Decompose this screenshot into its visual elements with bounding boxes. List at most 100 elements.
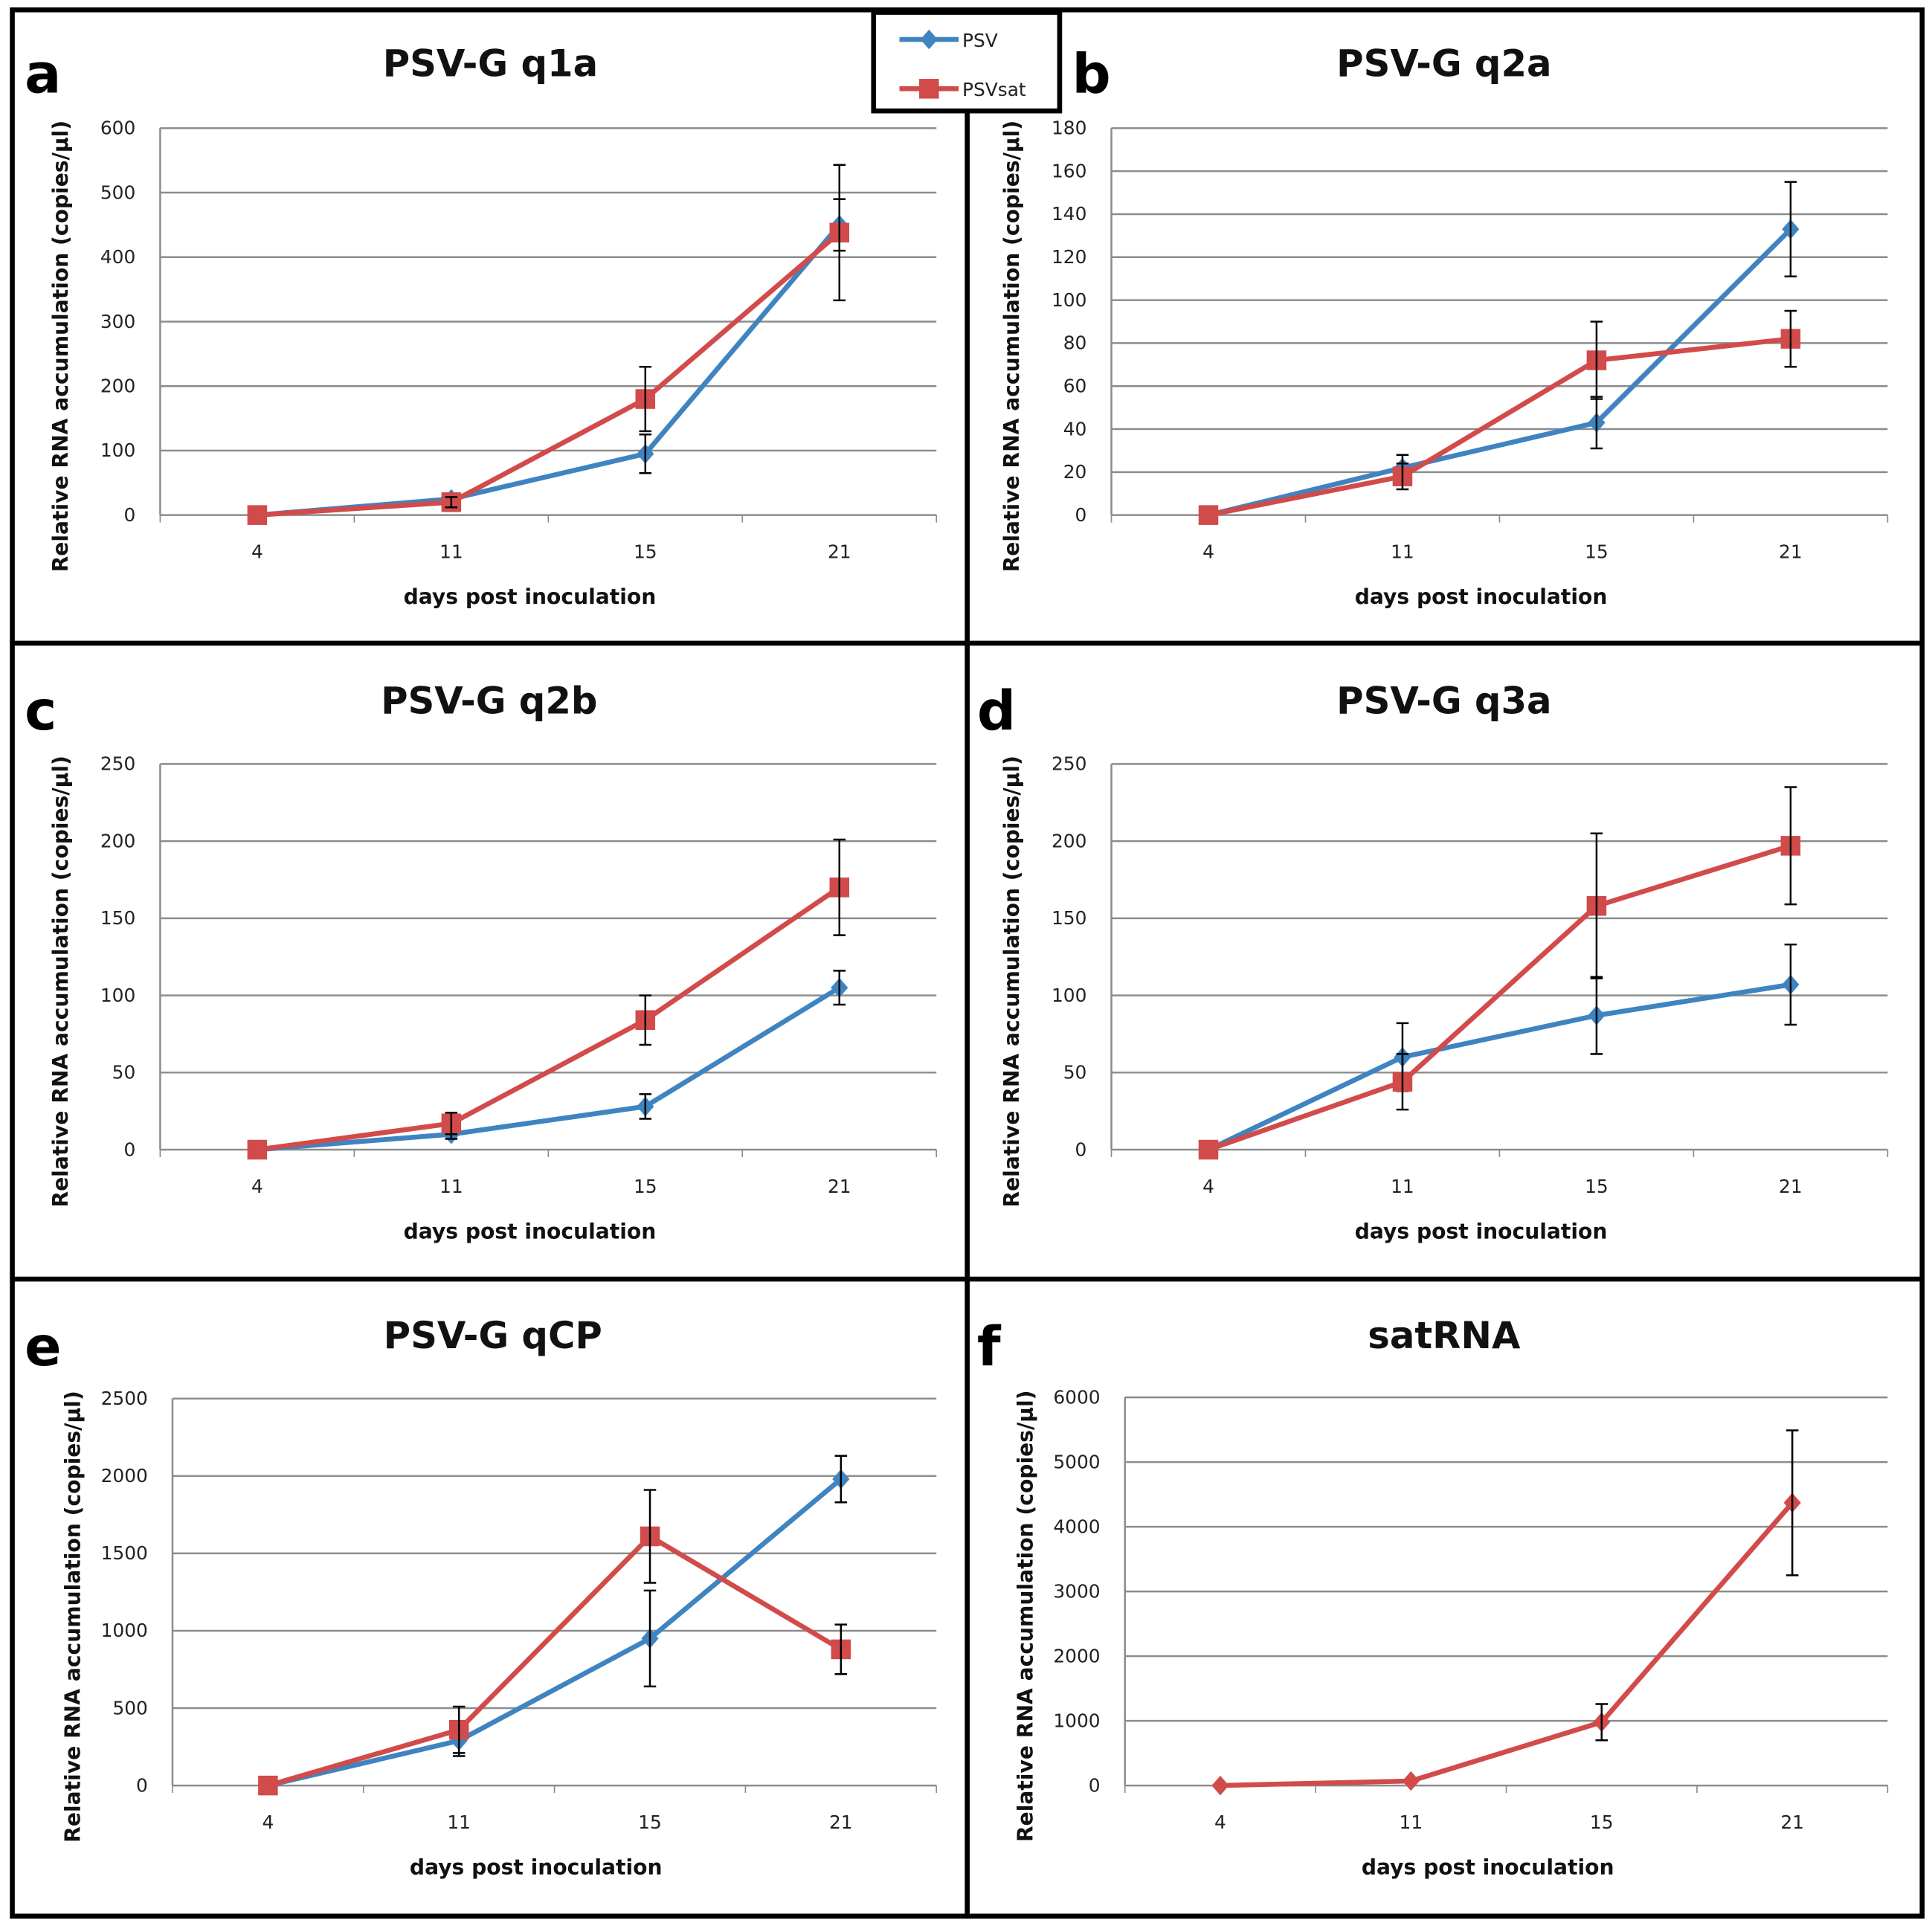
series-PSV — [248, 198, 849, 525]
y-tick-label: 500 — [100, 181, 135, 203]
y-tick-label: 400 — [100, 246, 135, 268]
series-PSV — [1200, 943, 1800, 1160]
y-tick-label: 100 — [100, 439, 135, 461]
y-tick-label: 250 — [100, 753, 135, 775]
y-axis-label: Relative RNA accumulation (copies/µl) — [48, 756, 73, 1208]
series-PSVsat — [1198, 309, 1801, 525]
x-tick-label: 4 — [251, 1176, 263, 1197]
y-tick-label: 140 — [1052, 203, 1086, 225]
y-tick-label: 150 — [100, 907, 135, 929]
series-PSV — [248, 970, 849, 1160]
chart-title: PSV-G q1a — [383, 42, 598, 86]
x-axis-label: days post inoculation — [1355, 1219, 1608, 1243]
x-tick-label: 21 — [1779, 1176, 1803, 1197]
x-tick-label: 4 — [1202, 541, 1214, 563]
y-tick-label: 40 — [1063, 418, 1087, 439]
x-tick-label: 21 — [828, 541, 851, 563]
y-axis-label: Relative RNA accumulation (copies/µl) — [1013, 1390, 1037, 1842]
y-tick-label: 0 — [1075, 1138, 1087, 1160]
x-tick-label: 15 — [634, 541, 657, 563]
x-tick-label: 11 — [439, 1176, 463, 1197]
series-line — [257, 885, 841, 1153]
x-tick-label: 11 — [1391, 1176, 1414, 1197]
y-tick-label: 250 — [1052, 753, 1086, 775]
y-tick-label: 0 — [136, 1774, 148, 1796]
series-PSVsat — [247, 164, 850, 525]
legend-box — [871, 10, 1063, 114]
chart-panel-d: d PSV-G q3a 0 50 100 150 200 250 4 11 15 21 days pos… — [977, 679, 1889, 1243]
y-tick-label: 0 — [123, 1138, 135, 1160]
series-line — [267, 1533, 843, 1788]
data-point — [1211, 1775, 1229, 1796]
y-tick-label: 200 — [100, 830, 135, 851]
data-point — [1402, 1771, 1420, 1791]
x-tick-label: 15 — [1585, 541, 1609, 563]
series-line — [257, 223, 842, 518]
series-line — [267, 1477, 843, 1788]
panel-letter: d — [977, 680, 1016, 743]
x-tick-label: 21 — [1780, 1811, 1804, 1833]
series-line — [257, 985, 841, 1153]
series-line — [1208, 227, 1793, 518]
x-tick-label: 21 — [828, 1176, 851, 1197]
y-tick-label: 6000 — [1053, 1386, 1100, 1408]
y-tick-label: 200 — [1052, 830, 1086, 851]
x-tick-label: 11 — [439, 541, 463, 563]
y-axis-label: Relative RNA accumulation (copies/µl) — [48, 120, 73, 573]
chart-title: PSV-G q2a — [1336, 42, 1551, 86]
y-tick-label: 160 — [1052, 160, 1086, 181]
y-axis-label: Relative RNA accumulation (copies/µl) — [61, 1391, 86, 1843]
series-PSVsat — [247, 838, 850, 1160]
y-tick-label: 2500 — [101, 1388, 148, 1409]
x-tick-label: 15 — [638, 1811, 662, 1833]
x-axis-label: days post inoculation — [1362, 1855, 1614, 1879]
x-tick-label: 11 — [447, 1811, 471, 1833]
panel-letter: e — [25, 1315, 61, 1379]
series-line — [257, 231, 841, 518]
x-tick-label: 15 — [1590, 1811, 1614, 1833]
y-tick-label: 300 — [100, 311, 135, 332]
y-tick-label: 100 — [100, 985, 135, 1006]
y-tick-label: 0 — [1075, 504, 1087, 526]
series-line — [1208, 336, 1791, 518]
data-point — [258, 1775, 278, 1796]
legend-label: PSVsat — [962, 79, 1026, 100]
x-tick-label: 4 — [251, 541, 263, 563]
y-tick-label: 600 — [100, 117, 135, 139]
panel-letter: a — [25, 42, 61, 106]
data-point — [1198, 505, 1219, 525]
y-tick-label: 3000 — [1053, 1580, 1100, 1602]
y-tick-label: 4000 — [1053, 1516, 1100, 1537]
legend-label: PSV — [962, 30, 998, 51]
y-tick-label: 20 — [1063, 461, 1087, 483]
y-tick-label: 80 — [1063, 332, 1087, 354]
x-tick-label: 11 — [1400, 1811, 1423, 1833]
y-tick-label: 0 — [123, 504, 135, 526]
x-axis-label: days post inoculation — [404, 584, 657, 609]
chart-panel-c: c PSV-G q2b 0 50 100 150 200 250 4 11 15 21 days pos… — [25, 679, 938, 1243]
chart-panel-b: b PSV-G q2a 0 20 40 60 80 100 120 140 160 180 4 11 15 2… — [999, 42, 1889, 609]
chart-title: PSV-G qCP — [384, 1314, 602, 1357]
y-tick-label: 60 — [1063, 375, 1087, 396]
data-point — [247, 1139, 268, 1160]
series-line — [1207, 843, 1791, 1153]
y-tick-label: 1500 — [101, 1542, 148, 1564]
series-PSV — [1200, 181, 1800, 525]
x-axis-label: days post inoculation — [404, 1219, 657, 1243]
y-tick-label: 200 — [100, 375, 135, 396]
data-point — [247, 505, 268, 525]
y-axis-label: Relative RNA accumulation (copies/µl) — [999, 120, 1024, 573]
y-tick-label: 100 — [1052, 985, 1086, 1006]
series-PSVsat — [258, 1489, 851, 1796]
y-tick-label: 0 — [1089, 1774, 1101, 1796]
y-tick-label: 2000 — [1053, 1645, 1100, 1666]
chart-title: satRNA — [1368, 1314, 1521, 1357]
y-tick-label: 2000 — [101, 1465, 148, 1487]
chart-title: PSV-G q3a — [1336, 679, 1551, 722]
chart-panel-e: e PSV-G qCP 0 500 1000 1500 2000 2500 4 11 15 21 day… — [25, 1314, 938, 1879]
legend: PSV PSVsat — [871, 10, 1063, 114]
y-tick-label: 100 — [1052, 289, 1086, 311]
x-tick-label: 21 — [1779, 541, 1803, 563]
series-PSVsat — [1198, 786, 1801, 1160]
